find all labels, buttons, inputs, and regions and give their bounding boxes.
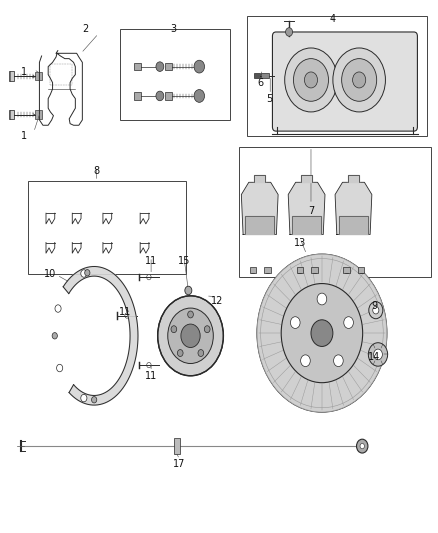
Circle shape (92, 397, 97, 403)
Circle shape (55, 305, 61, 312)
Circle shape (286, 28, 293, 36)
Circle shape (304, 72, 318, 88)
Circle shape (334, 355, 343, 367)
Text: 11: 11 (145, 371, 157, 381)
Circle shape (171, 326, 177, 333)
Polygon shape (245, 216, 274, 234)
Text: 2: 2 (82, 25, 88, 34)
Circle shape (185, 286, 192, 295)
Circle shape (156, 91, 164, 101)
Circle shape (311, 320, 333, 346)
Bar (264, 267, 271, 273)
Bar (134, 63, 141, 70)
Polygon shape (348, 175, 359, 182)
Text: 17: 17 (173, 459, 186, 469)
Text: 12: 12 (211, 296, 223, 306)
Circle shape (57, 365, 63, 372)
Circle shape (177, 350, 183, 357)
Polygon shape (241, 182, 278, 235)
Text: 6: 6 (258, 78, 264, 87)
Circle shape (156, 62, 164, 71)
Text: 10: 10 (44, 270, 57, 279)
Bar (35, 72, 42, 80)
Polygon shape (301, 175, 312, 182)
Text: 9: 9 (371, 302, 378, 311)
Polygon shape (292, 216, 321, 234)
Circle shape (300, 355, 310, 367)
Circle shape (357, 439, 368, 453)
Circle shape (257, 254, 387, 412)
Circle shape (290, 317, 300, 328)
Bar (120, 29, 230, 120)
Text: 7: 7 (308, 206, 314, 215)
Text: 1: 1 (21, 67, 27, 77)
Circle shape (198, 350, 204, 357)
Circle shape (158, 296, 223, 376)
Bar (250, 267, 256, 273)
Circle shape (374, 349, 382, 360)
Bar (28, 181, 186, 274)
Circle shape (281, 284, 363, 383)
Circle shape (293, 59, 328, 101)
Text: 11: 11 (119, 307, 131, 317)
Bar (8, 110, 14, 119)
Text: 14: 14 (368, 352, 381, 362)
Text: 5: 5 (266, 94, 272, 103)
Circle shape (344, 317, 353, 328)
Circle shape (194, 90, 205, 102)
Circle shape (353, 72, 366, 88)
Polygon shape (335, 182, 372, 235)
Bar (261, 73, 269, 78)
Bar (174, 438, 180, 454)
Bar (8, 71, 14, 81)
Text: 15: 15 (178, 256, 190, 266)
Text: 3: 3 (170, 25, 176, 34)
Circle shape (168, 308, 213, 364)
Circle shape (85, 270, 90, 276)
Bar (165, 63, 172, 70)
Circle shape (52, 333, 57, 339)
FancyBboxPatch shape (272, 32, 417, 131)
Circle shape (187, 311, 194, 318)
Bar (254, 73, 260, 78)
Circle shape (285, 48, 337, 112)
Bar (343, 267, 350, 273)
Circle shape (205, 326, 210, 333)
Circle shape (333, 48, 385, 112)
Text: 11: 11 (145, 256, 157, 266)
Polygon shape (254, 175, 265, 182)
Circle shape (317, 293, 327, 305)
Polygon shape (288, 182, 325, 235)
Bar (165, 92, 172, 100)
Circle shape (257, 254, 387, 412)
Bar (297, 267, 303, 273)
Bar (358, 267, 364, 273)
Text: 4: 4 (330, 14, 336, 23)
Circle shape (342, 59, 377, 101)
Bar (35, 110, 42, 119)
Polygon shape (63, 266, 138, 405)
Bar (247, 16, 427, 136)
Text: 13: 13 (294, 238, 306, 247)
Bar (134, 92, 141, 100)
Polygon shape (339, 216, 368, 234)
Circle shape (194, 60, 205, 73)
Circle shape (81, 270, 87, 277)
Text: 1: 1 (21, 131, 27, 141)
Text: 8: 8 (93, 166, 99, 175)
Bar (311, 267, 318, 273)
Circle shape (181, 324, 200, 348)
Circle shape (368, 343, 388, 366)
Circle shape (373, 306, 379, 314)
Bar (239, 147, 431, 277)
Circle shape (360, 443, 364, 449)
Circle shape (369, 302, 383, 319)
Circle shape (81, 394, 87, 402)
